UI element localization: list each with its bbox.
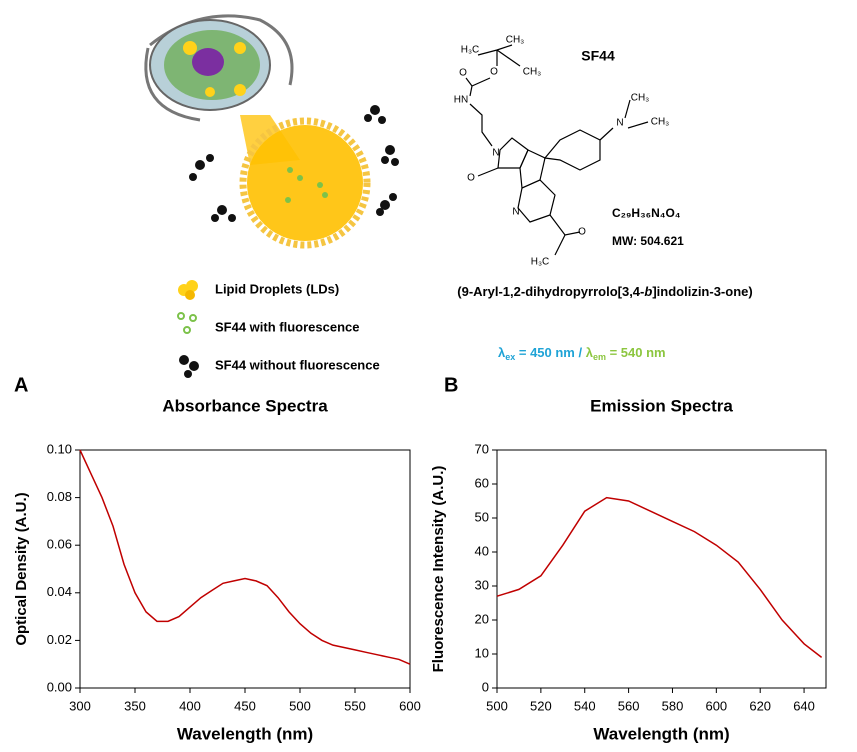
- atom-label: CH₃: [506, 35, 525, 46]
- y-tick-label: 50: [475, 509, 489, 524]
- panel-label: B: [444, 374, 458, 396]
- y-tick-label: 0.00: [47, 679, 72, 694]
- legend-label: SF44 with fluorescence: [215, 319, 360, 334]
- atom-label: H₃C: [531, 257, 550, 268]
- x-tick-label: 600: [399, 698, 421, 713]
- molecular-weight: MW: 504.621: [612, 234, 684, 248]
- y-tick-label: 0: [482, 679, 489, 694]
- structure-bonds: [465, 44, 649, 256]
- x-axis-label: Wavelength (nm): [177, 724, 313, 743]
- y-axis-label: Optical Density (A.U.): [13, 492, 30, 645]
- y-tick-label: 70: [475, 441, 489, 456]
- text-part: em: [593, 352, 606, 362]
- x-tick-label: 620: [749, 698, 771, 713]
- x-tick-label: 560: [618, 698, 640, 713]
- atom-label: O: [467, 173, 475, 184]
- atom-label: CH₃: [631, 93, 650, 104]
- legend-icons: [177, 280, 199, 378]
- text-part: (9-Aryl-1,2-dihydropyrrolo[3,4-: [457, 284, 644, 299]
- text-part: = 450 nm /: [515, 345, 585, 360]
- cell-illustration: [144, 14, 399, 249]
- y-tick-label: 20: [475, 611, 489, 626]
- atom-label: O: [459, 68, 467, 79]
- data-line: [496, 496, 823, 658]
- legend-label: SF44 without fluorescence: [215, 357, 380, 372]
- x-tick-label: 500: [289, 698, 311, 713]
- chart-title: Absorbance Spectra: [162, 396, 328, 415]
- x-tick-label: 450: [234, 698, 256, 713]
- panel-label: A: [14, 374, 28, 396]
- excitation-emission: λex = 450 nm / λem = 540 nm: [498, 345, 666, 362]
- atom-label: N: [616, 118, 623, 129]
- atom-label: N: [512, 207, 519, 218]
- y-tick-label: 60: [475, 475, 489, 490]
- plot-frame: [496, 449, 827, 689]
- chart-title: Emission Spectra: [590, 396, 733, 415]
- x-tick-label: 540: [574, 698, 596, 713]
- text-part: ]indolizin-3-one): [652, 284, 752, 299]
- x-tick-label: 640: [793, 698, 815, 713]
- text-part: ex: [505, 352, 515, 362]
- text-part: λ: [498, 345, 506, 360]
- atom-label: H₃C: [461, 45, 480, 56]
- x-tick-label: 520: [530, 698, 552, 713]
- y-axis-label: Fluorescence Intensity (A.U.): [430, 466, 447, 673]
- atom-label: CH₃: [651, 117, 670, 128]
- x-tick-label: 580: [662, 698, 684, 713]
- x-axis-label: Wavelength (nm): [593, 724, 729, 743]
- y-tick-label: 0.02: [47, 632, 72, 647]
- atom-label: N: [492, 148, 499, 159]
- compound-class: (9-Aryl-1,2-dihydropyrrolo[3,4-b]indoliz…: [457, 284, 752, 299]
- y-tick-label: 0.04: [47, 584, 72, 599]
- plot-frame: [79, 449, 411, 689]
- text-part: λ: [586, 345, 594, 360]
- x-tick-label: 500: [486, 698, 508, 713]
- data-line: [79, 449, 411, 665]
- y-tick-label: 30: [475, 577, 489, 592]
- x-tick-label: 350: [124, 698, 146, 713]
- atom-label: O: [578, 227, 586, 238]
- x-tick-label: 400: [179, 698, 201, 713]
- y-tick-label: 0.10: [47, 441, 72, 456]
- x-tick-label: 600: [705, 698, 727, 713]
- x-tick-label: 550: [344, 698, 366, 713]
- legend-label: Lipid Droplets (LDs): [215, 281, 339, 296]
- atom-label: HN: [454, 95, 468, 106]
- atom-label: O: [490, 67, 498, 78]
- y-tick-label: 10: [475, 645, 489, 660]
- text-part: b: [644, 284, 652, 299]
- y-tick-label: 40: [475, 543, 489, 558]
- x-tick-label: 300: [69, 698, 91, 713]
- text-part: = 540 nm: [606, 345, 666, 360]
- y-tick-label: 0.06: [47, 537, 72, 552]
- formula: C₂₉H₃₆N₄O₄: [612, 206, 681, 220]
- compound-name: SF44: [581, 48, 615, 64]
- y-tick-label: 0.08: [47, 489, 72, 504]
- atom-label: CH₃: [523, 67, 542, 78]
